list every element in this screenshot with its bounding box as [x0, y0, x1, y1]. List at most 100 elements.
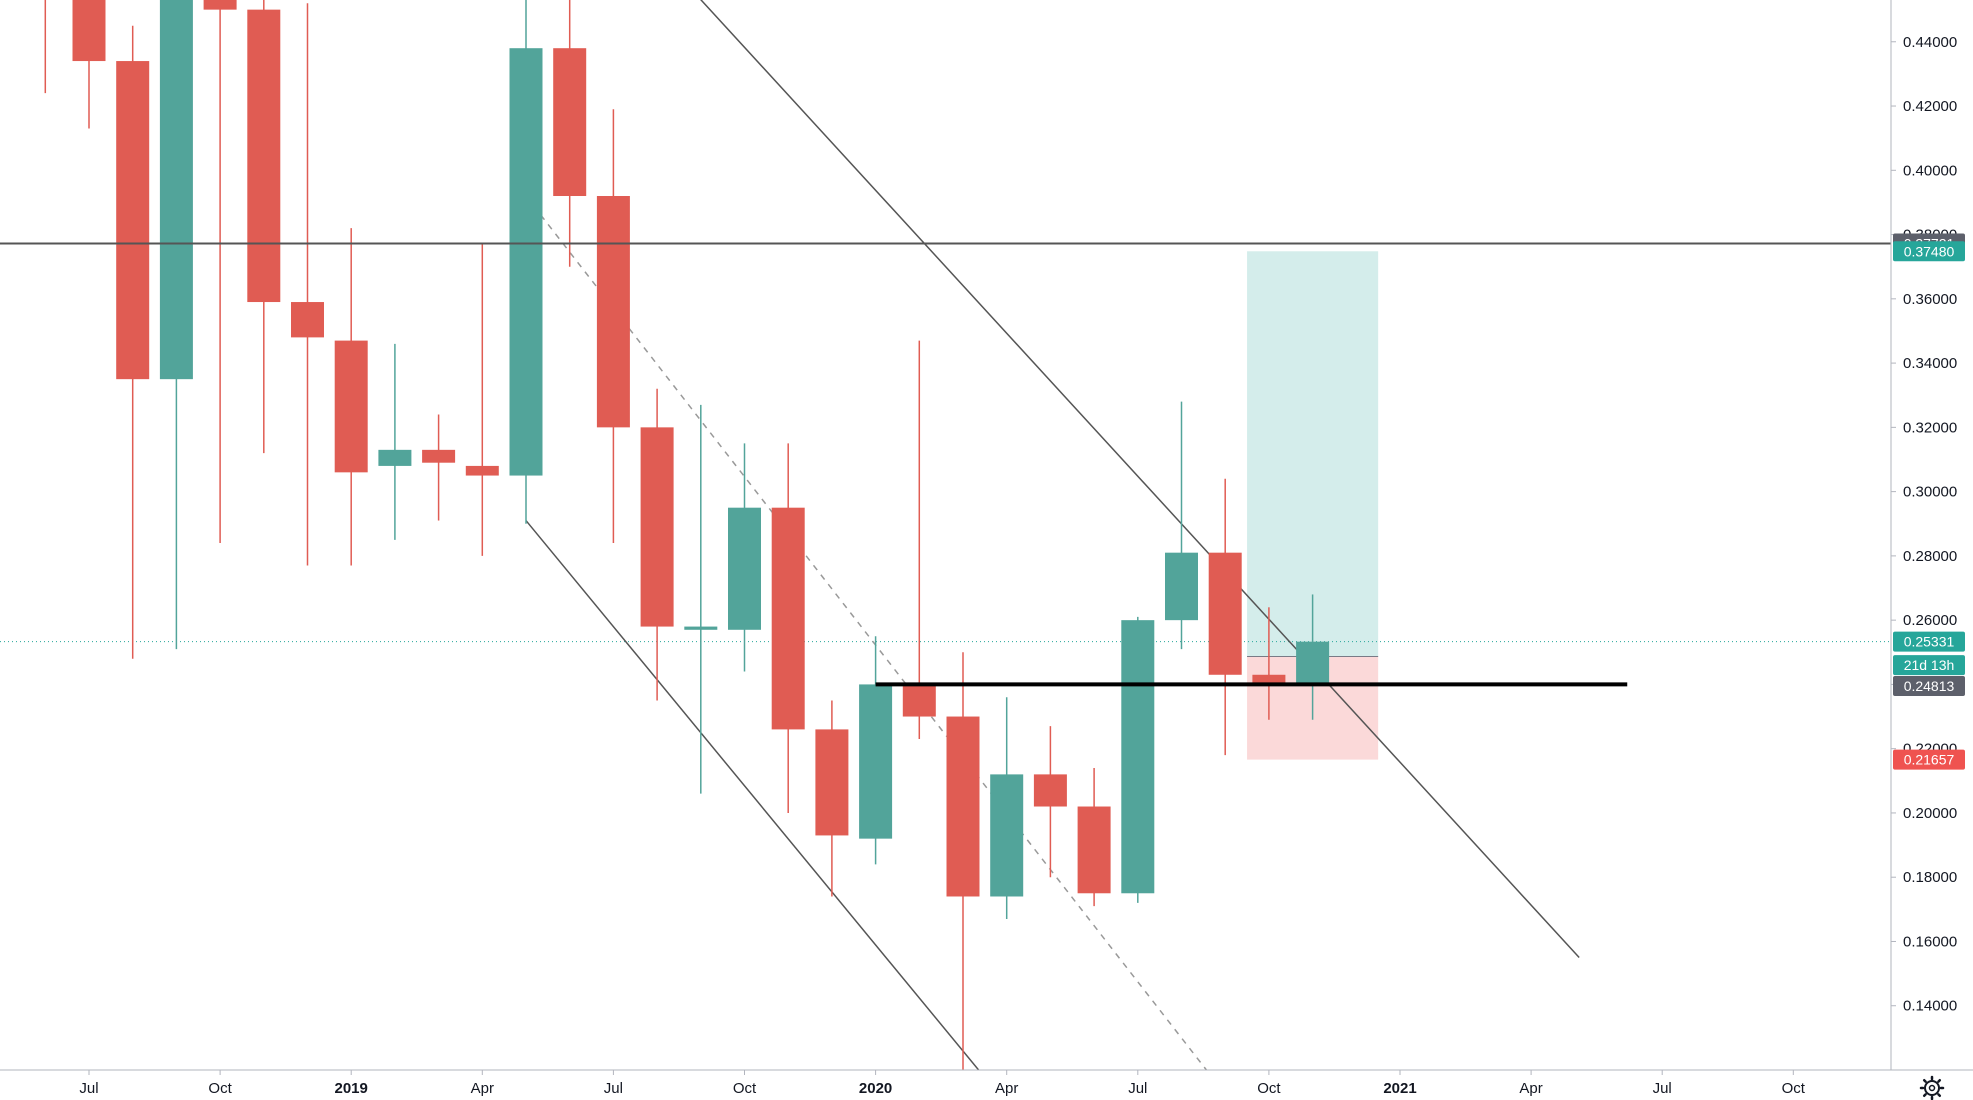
time-tick-label: 2019 — [335, 1080, 368, 1097]
price-tag-label: 0.37480 — [1904, 243, 1955, 259]
candle-body — [946, 716, 980, 897]
candle-3 — [159, 0, 193, 650]
price-tag-bg — [1893, 631, 1965, 652]
price-tick-label: 0.14000 — [1903, 998, 1957, 1015]
candle-body — [1033, 774, 1067, 807]
price-tag-label: 21d 13h — [1904, 657, 1955, 673]
target-zone — [1247, 251, 1379, 657]
price-tag: 21d 13h — [1893, 655, 1965, 676]
price-tick-label: 0.32000 — [1903, 419, 1957, 436]
candle-12 — [553, 0, 587, 267]
candle-9 — [422, 414, 456, 521]
candle-20 — [902, 340, 936, 740]
price-tick-label: 0.30000 — [1903, 484, 1957, 501]
candle-body — [771, 507, 805, 730]
price-tag: 0.21657 — [1893, 749, 1965, 770]
candle-body — [1296, 641, 1330, 685]
candle-18 — [815, 700, 849, 897]
price-tag-label: 0.24813 — [1904, 678, 1955, 694]
time-tick-label: Jul — [604, 1080, 623, 1097]
time-tick-label: Apr — [471, 1080, 494, 1097]
candle-19 — [859, 636, 893, 865]
price-tick-label: 0.44000 — [1903, 34, 1957, 51]
candle-body — [990, 774, 1024, 897]
candle-body — [159, 0, 193, 380]
candle-body — [684, 626, 718, 630]
candle-29 — [1296, 594, 1330, 720]
time-tick-label: Oct — [1782, 1080, 1806, 1097]
candle-body — [509, 48, 543, 476]
candle-7 — [334, 228, 368, 566]
price-tag-label: 0.21657 — [1904, 752, 1955, 768]
time-tick-label: Apr — [1519, 1080, 1542, 1097]
time-tick-label: Oct — [1257, 1080, 1281, 1097]
candle-23 — [1033, 726, 1067, 878]
candle-14 — [640, 388, 674, 701]
trend-line-0 — [700, 0, 1580, 959]
candle-22 — [990, 697, 1024, 919]
candle-body — [902, 684, 936, 717]
price-tag-bg — [1893, 676, 1965, 697]
candle-body — [378, 449, 412, 466]
candle-11 — [509, 0, 543, 524]
candlesticks — [0, 0, 1891, 1070]
price-tick-label: 0.34000 — [1903, 355, 1957, 372]
time-tick-label: Jul — [1128, 1080, 1147, 1097]
candle-8 — [378, 343, 412, 540]
time-tick-label: Oct — [208, 1080, 232, 1097]
price-tag: 0.25331 — [1893, 631, 1965, 652]
candle-17 — [771, 443, 805, 813]
candle-body — [1165, 552, 1198, 621]
trend-line-1 — [525, 520, 980, 1070]
candle-10 — [465, 244, 499, 556]
price-tag-bg — [1893, 655, 1965, 676]
time-tick-label: Oct — [733, 1080, 757, 1097]
candle-body — [596, 196, 630, 428]
price-tick-label: 0.40000 — [1903, 162, 1957, 179]
candle-2 — [116, 25, 150, 659]
drawing-lines[interactable] — [0, 0, 1891, 1083]
price-tag-bg — [1893, 749, 1965, 770]
candle-15 — [684, 404, 718, 794]
candle-16 — [728, 443, 761, 672]
time-axis[interactable]: Jul Oct 2019 Apr Jul Oct 2020 Apr Jul Oct 2021 Apr J… — [79, 1070, 1806, 1097]
candle-body — [247, 9, 281, 303]
candle-body — [859, 684, 893, 839]
candle-1 — [72, 0, 106, 129]
candle-body — [203, 0, 237, 10]
candle-body — [465, 465, 499, 476]
price-tick-label: 0.42000 — [1903, 98, 1957, 115]
candle-25 — [1121, 616, 1155, 903]
candle-body — [1077, 806, 1111, 894]
price-tag-label: 0.25331 — [1904, 634, 1955, 650]
price-tick-label: 0.36000 — [1903, 291, 1957, 308]
time-tick-label: 2020 — [859, 1080, 892, 1097]
candle-body — [116, 61, 150, 380]
candle-body — [334, 340, 368, 473]
price-axis[interactable]: 0.140000.160000.180000.200000.220000.240… — [1891, 34, 1957, 1015]
time-tick-label: 2021 — [1383, 1080, 1416, 1097]
candle-body — [1121, 620, 1155, 894]
candle-5 — [247, 0, 281, 454]
candle-body — [291, 302, 324, 338]
candle-body — [553, 48, 587, 197]
price-tag: 0.24813 — [1893, 676, 1965, 697]
gear-icon[interactable] — [1919, 1075, 1945, 1100]
candle-28 — [1252, 607, 1286, 720]
candle-6 — [291, 3, 324, 566]
price-tick-label: 0.26000 — [1903, 612, 1957, 629]
time-tick-label: Jul — [1653, 1080, 1672, 1097]
time-tick-label: Apr — [995, 1080, 1018, 1097]
candle-body — [640, 427, 674, 627]
price-tag-bg — [1893, 241, 1965, 262]
candle-body — [728, 507, 761, 630]
price-tick-label: 0.20000 — [1903, 805, 1957, 822]
candle-13 — [596, 109, 630, 544]
candle-21 — [946, 652, 980, 1070]
candle-body — [422, 449, 456, 463]
candle-body — [815, 729, 849, 836]
price-tick-label: 0.28000 — [1903, 548, 1957, 565]
trend-line-2 — [525, 195, 1208, 1070]
